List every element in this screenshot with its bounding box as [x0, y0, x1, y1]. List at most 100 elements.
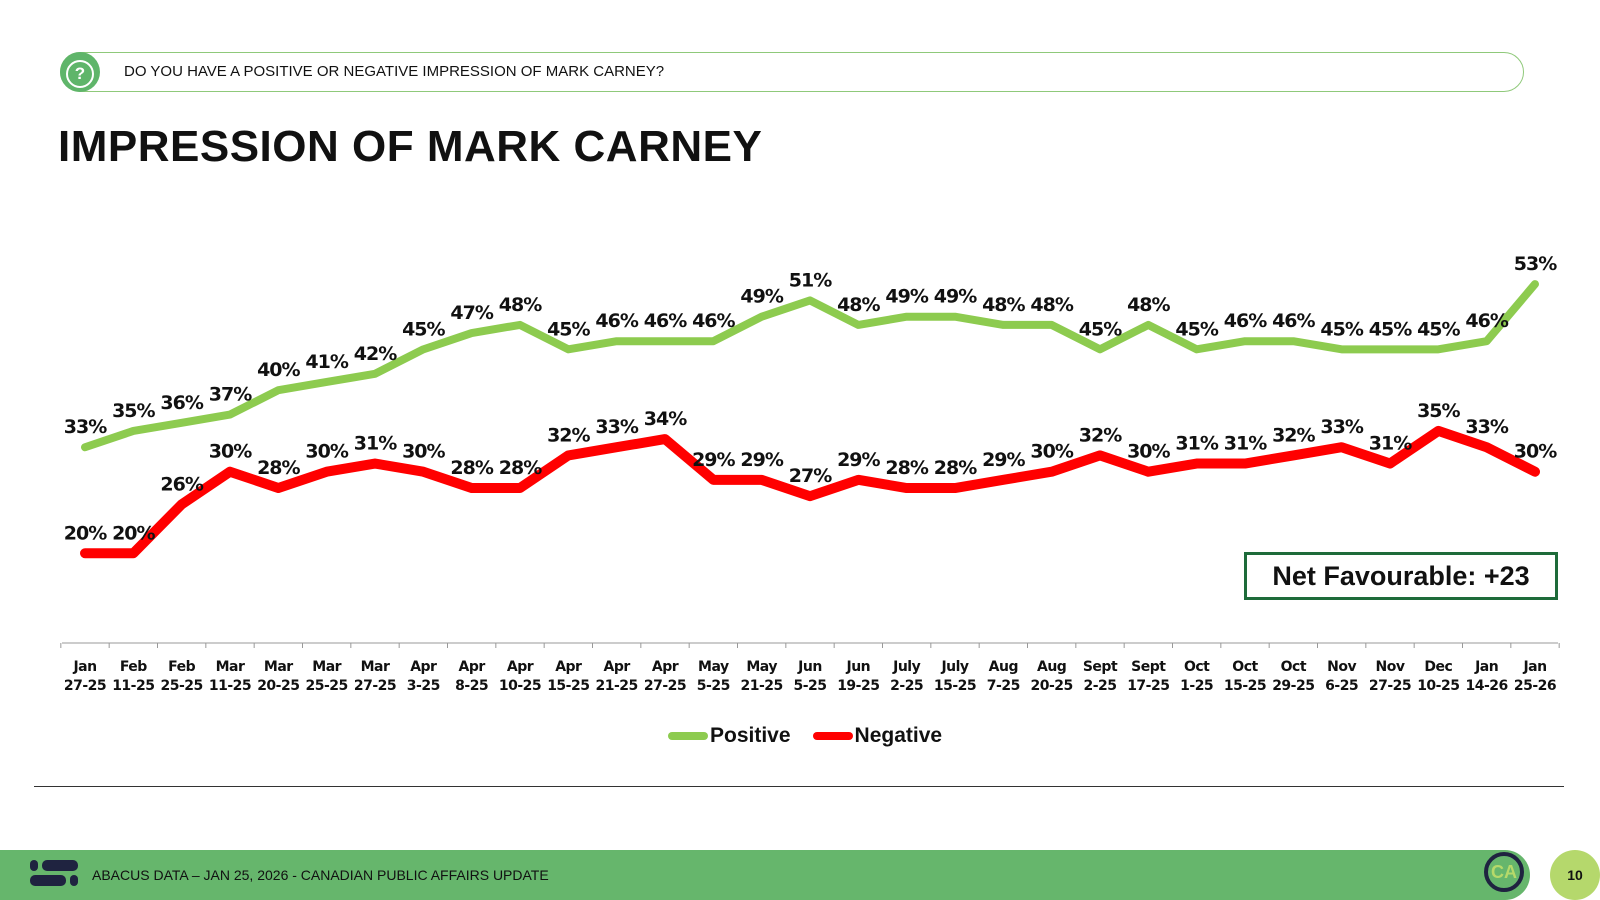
- data-label-negative: 29%: [982, 449, 1025, 471]
- x-tick-label: Mar: [264, 659, 293, 675]
- x-tick-label: Aug: [989, 659, 1018, 675]
- data-label-positive: 47%: [450, 302, 493, 324]
- data-label-negative: 30%: [1514, 441, 1557, 463]
- data-label-negative: 28%: [450, 457, 493, 479]
- data-label-positive: 37%: [209, 384, 252, 406]
- data-label-negative: 35%: [1417, 400, 1460, 422]
- data-point-positive: [615, 340, 618, 343]
- data-label-negative: 33%: [595, 416, 638, 438]
- x-tick-label: May: [746, 659, 777, 675]
- data-label-negative: 31%: [1369, 433, 1412, 455]
- x-tick-label: 15-25: [547, 678, 589, 694]
- data-point-positive: [180, 421, 183, 424]
- data-point-positive: [132, 429, 135, 432]
- data-point-positive: [1534, 283, 1536, 286]
- data-point-negative: [712, 478, 715, 481]
- x-tick-label: Apr: [410, 659, 437, 675]
- data-point-negative: [132, 552, 135, 555]
- x-tick-label: Nov: [1327, 659, 1356, 675]
- x-tick-label: Oct: [1232, 659, 1258, 675]
- data-label-positive: 46%: [595, 310, 638, 332]
- data-label-positive: 45%: [1369, 318, 1412, 340]
- data-label-positive: 35%: [112, 400, 155, 422]
- data-label-positive: 53%: [1514, 253, 1557, 275]
- series-line-positive: [81, 280, 1539, 452]
- data-point-negative: [1244, 462, 1246, 465]
- footer-bar: [0, 850, 1530, 900]
- x-tick-label: 10-25: [1417, 678, 1459, 694]
- legend-swatch-negative: [812, 732, 853, 740]
- x-tick-label: 5-25: [697, 678, 730, 694]
- data-point-negative: [1002, 478, 1005, 481]
- data-label-negative: 27%: [789, 465, 832, 487]
- x-tick-label: Mar: [361, 659, 390, 675]
- data-label-positive: 45%: [1320, 318, 1363, 340]
- data-label-positive: 49%: [740, 286, 783, 308]
- data-label-negative: 31%: [1224, 433, 1267, 455]
- data-label-positive: 49%: [934, 286, 977, 308]
- data-label-positive: 40%: [257, 359, 300, 381]
- data-label-negative: 20%: [64, 522, 107, 544]
- x-tick-label: 15-25: [934, 678, 976, 694]
- x-tick-label: Apr: [652, 659, 679, 675]
- x-tick-label: 11-25: [112, 678, 154, 694]
- data-point-positive: [1389, 348, 1391, 351]
- legend-swatch-positive: [668, 732, 708, 740]
- data-label-negative: 30%: [1030, 441, 1073, 463]
- x-tick-label: 27-25: [644, 678, 686, 694]
- series-line-negative: [80, 425, 1540, 559]
- line-chart: Jan 27-25 Feb 11-25 Feb 25-25 Mar 11-25 Mar 20-25…: [60, 253, 1560, 694]
- data-label-positive: 48%: [1127, 294, 1170, 316]
- data-label-negative: 30%: [209, 441, 252, 463]
- data-point-positive: [664, 340, 666, 343]
- data-label-negative: 30%: [1127, 441, 1170, 463]
- data-label-negative: 26%: [160, 473, 203, 495]
- data-point-positive: [1437, 348, 1440, 351]
- data-point-positive: [229, 413, 231, 416]
- x-tick-label: 14-26: [1466, 678, 1508, 694]
- data-point-negative: [422, 470, 425, 473]
- data-point-negative: [277, 487, 280, 490]
- legend-label-negative: Negative: [854, 724, 943, 747]
- data-label-positive: 45%: [547, 318, 590, 340]
- data-point-positive: [84, 446, 86, 449]
- x-tick-label: 10-25: [499, 678, 541, 694]
- survey-question: DO YOU HAVE A POSITIVE OR NEGATIVE IMPRE…: [124, 63, 665, 80]
- x-tick-label: July: [892, 659, 920, 675]
- x-tick-label: Aug: [1037, 659, 1066, 675]
- data-label-positive: 46%: [1224, 310, 1267, 332]
- data-point-positive: [809, 299, 811, 302]
- data-point-positive: [1244, 340, 1246, 343]
- data-point-negative: [1147, 470, 1150, 473]
- data-point-positive: [374, 372, 376, 375]
- x-tick-label: 20-25: [1031, 678, 1073, 694]
- data-label-negative: 30%: [402, 441, 445, 463]
- data-label-negative: 28%: [499, 457, 542, 479]
- x-tick-label: 2-25: [1083, 678, 1116, 694]
- x-tick-label: Apr: [604, 659, 631, 675]
- x-tick-label: Apr: [459, 659, 486, 675]
- data-label-positive: 33%: [64, 416, 107, 438]
- x-tick-label: Jan: [1474, 659, 1498, 675]
- data-label-positive: 48%: [1030, 294, 1073, 316]
- divider: [34, 786, 1564, 787]
- data-point-positive: [1340, 348, 1343, 351]
- legend-item-negative: Negative: [812, 724, 943, 748]
- data-label-positive: 46%: [1272, 310, 1315, 332]
- data-label-negative: 28%: [257, 457, 300, 479]
- data-point-negative: [1485, 446, 1488, 449]
- x-tick-label: 17-25: [1127, 678, 1169, 694]
- data-label-positive: 41%: [305, 351, 348, 373]
- data-point-positive: [567, 348, 570, 351]
- x-tick-label: 20-25: [257, 678, 299, 694]
- x-tick-label: Oct: [1281, 659, 1307, 675]
- data-point-negative: [664, 438, 666, 441]
- x-tick-label: July: [940, 659, 968, 675]
- x-tick-label: 27-25: [354, 678, 396, 694]
- data-label-positive: 45%: [1079, 318, 1122, 340]
- x-tick-label: Dec: [1424, 659, 1452, 675]
- page-title: IMPRESSION OF MARK CARNEY: [58, 122, 763, 171]
- data-point-positive: [519, 323, 521, 326]
- data-point-positive: [325, 380, 328, 383]
- data-label-negative: 31%: [1175, 433, 1218, 455]
